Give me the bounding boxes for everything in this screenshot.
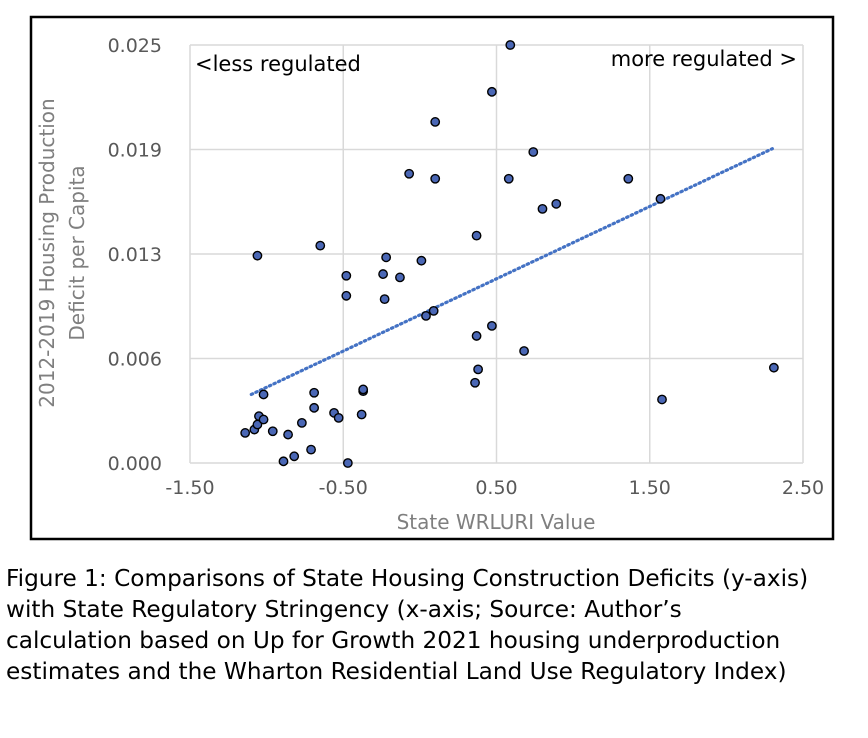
x-axis-label: State WRLURI Value <box>397 510 596 534</box>
y-axis-label-line-1: 2012-2019 Housing Production <box>35 98 59 407</box>
data-point <box>379 294 390 305</box>
data-point <box>306 444 316 455</box>
caption-line: estimates and the Wharton Residential La… <box>6 658 787 685</box>
data-point <box>395 272 405 283</box>
y-axis-label: 2012-2019 Housing Production Deficit per… <box>35 98 89 407</box>
data-point <box>505 40 516 50</box>
data-point <box>309 387 320 398</box>
data-point <box>519 346 529 356</box>
data-point <box>283 429 293 440</box>
figure-caption: Figure 1: Comparisons of State Housing C… <box>6 563 862 687</box>
data-point <box>421 310 431 321</box>
data-point <box>252 250 263 261</box>
data-point <box>381 252 392 263</box>
annotation-more-regulated: more regulated > <box>611 47 797 71</box>
data-point <box>240 428 251 438</box>
x-tick-label: 0.50 <box>475 477 517 499</box>
data-point <box>551 198 562 209</box>
data-point <box>258 389 269 400</box>
data-point <box>430 173 441 184</box>
data-point <box>768 362 779 373</box>
y-tick-label: 0.013 <box>108 244 162 266</box>
y-tick-labels: 0.000 0.006 0.013 0.019 0.025 <box>108 35 162 475</box>
caption-line: Figure 1: Comparisons of State Housing C… <box>6 565 809 592</box>
trendline <box>249 147 774 397</box>
caption-line: with State Regulatory Stringency (x-axis… <box>6 596 682 623</box>
y-tick-label: 0.006 <box>108 349 162 371</box>
data-point <box>333 412 344 423</box>
data-point <box>358 384 369 395</box>
data-point <box>470 377 480 388</box>
annotation-less-regulated: <less regulated <box>195 52 361 76</box>
data-point <box>471 230 482 241</box>
chart-frame <box>29 15 835 541</box>
data-point <box>258 414 269 425</box>
data-point <box>657 394 667 405</box>
y-tick-label: 0.019 <box>108 140 162 162</box>
data-point <box>404 168 415 179</box>
grid <box>189 44 804 464</box>
x-tick-label: 2.50 <box>782 477 824 499</box>
caption-line: calculation based on Up for Growth 2021 … <box>6 627 781 654</box>
data-point <box>655 193 666 204</box>
data-point <box>341 290 352 301</box>
data-point <box>296 417 307 428</box>
data-point <box>428 305 439 316</box>
scatter-chart: -1.50 -0.50 0.50 1.50 2.50 0.0000.0060.0130.… <box>29 15 835 541</box>
data-point <box>503 173 514 184</box>
x-tick-label: 1.50 <box>629 477 671 499</box>
data-point <box>309 402 320 413</box>
data-point <box>378 269 388 279</box>
x-tick-label: -1.50 <box>165 477 214 499</box>
data-point <box>341 270 352 281</box>
data-point <box>356 409 367 420</box>
data-point <box>315 240 326 251</box>
data-point <box>471 331 482 341</box>
data-point <box>528 147 539 157</box>
data-point <box>430 117 441 127</box>
data-point <box>278 456 289 467</box>
data-point <box>289 451 300 462</box>
data-points <box>240 40 779 468</box>
x-tick-labels: -1.50 -0.50 0.50 1.50 2.50 <box>165 477 824 499</box>
y-axis-label-line-2: Deficit per Capita <box>65 165 89 340</box>
data-point <box>416 255 427 266</box>
data-point <box>487 320 497 331</box>
data-point <box>473 364 484 375</box>
x-tick-label: -0.50 <box>319 477 368 499</box>
y-tick-label: 0.000 <box>108 453 162 475</box>
data-point <box>537 203 548 214</box>
data-point <box>267 426 278 437</box>
data-point <box>342 458 353 468</box>
data-point <box>487 86 497 97</box>
data-point <box>623 173 634 184</box>
y-tick-label: 0.025 <box>108 35 162 57</box>
